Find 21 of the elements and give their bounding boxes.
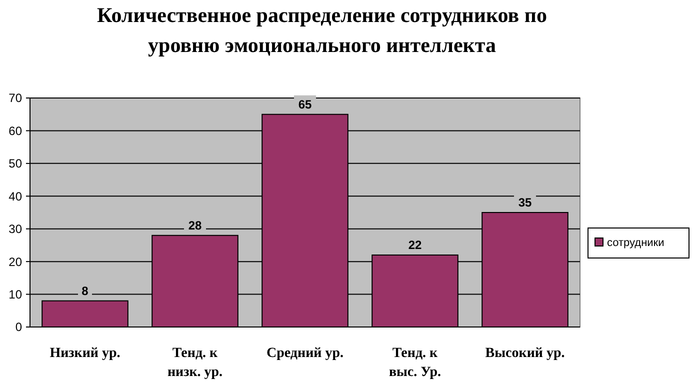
data-label: 65 [298, 97, 312, 112]
x-tick-label: Тенд. к низк. ур. [167, 346, 223, 380]
y-tick-label: 10 [8, 287, 22, 302]
y-tick-label: 30 [8, 222, 22, 236]
y-tick-label: 40 [8, 189, 22, 204]
y-tick-label: 70 [8, 91, 22, 106]
data-label: 22 [408, 238, 422, 252]
data-label: 8 [82, 284, 89, 298]
data-label: 28 [188, 218, 202, 232]
data-label: 35 [518, 196, 532, 210]
chart-title: Количественное распределение сотрудников по уровню эмоционального интеллекта [97, 3, 547, 57]
x-tick-label: Средний ур. [266, 346, 344, 361]
y-tick-label: 50 [8, 156, 22, 171]
y-tick-label: 0 [15, 320, 22, 334]
y-tick-label: 60 [8, 124, 22, 138]
x-tick-label: Низкий ур. [50, 346, 120, 361]
legend-label: сотрудники [607, 236, 664, 249]
x-tick-label: Высокий ур. [485, 346, 565, 361]
bar [42, 300, 128, 328]
y-tick-label: 20 [8, 254, 22, 269]
x-tick-label: Тенд. к выс. Ур. [388, 346, 442, 380]
